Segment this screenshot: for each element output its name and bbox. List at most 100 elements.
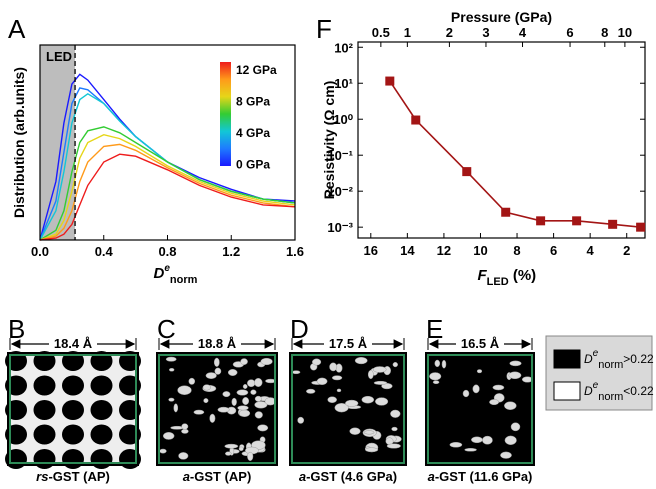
structure-blob bbox=[306, 388, 316, 394]
data-point bbox=[462, 167, 472, 177]
series-line bbox=[39, 73, 296, 241]
structure-blob bbox=[372, 366, 387, 373]
structure-blob bbox=[386, 443, 401, 449]
structure-blob bbox=[168, 397, 175, 402]
x-tick-label: 0.8 bbox=[158, 244, 176, 259]
structure-blob bbox=[222, 391, 231, 398]
structure-caption: a-GST (AP) bbox=[183, 469, 252, 484]
x-tick-label: 2 bbox=[623, 243, 630, 258]
structure-blob bbox=[227, 369, 238, 376]
x-axis-label-part: D bbox=[154, 265, 165, 282]
width-label-bg bbox=[193, 335, 241, 351]
structure-caption-part: a bbox=[299, 469, 306, 484]
x-axis-label-part: F bbox=[478, 267, 488, 284]
structure-blob bbox=[471, 436, 483, 444]
structure-caption-part: a bbox=[428, 469, 435, 484]
structure-blob bbox=[367, 369, 374, 380]
structure-blob bbox=[361, 395, 375, 404]
structure-blob bbox=[449, 442, 463, 448]
data-point bbox=[608, 219, 618, 229]
y-tick-label: 10⁻² bbox=[327, 184, 353, 199]
structure-border bbox=[291, 354, 405, 464]
series-line bbox=[39, 126, 296, 241]
legend-label-part: norm bbox=[598, 359, 623, 371]
width-label: 17.5 Å bbox=[329, 336, 368, 351]
structure-void bbox=[5, 375, 27, 396]
width-label-bg bbox=[324, 335, 372, 351]
legend-label-part: >0.22 bbox=[623, 352, 654, 366]
structure-blob bbox=[336, 388, 342, 393]
structure-blob bbox=[349, 427, 361, 435]
structure-void bbox=[119, 449, 141, 469]
legend-swatch bbox=[553, 349, 581, 369]
series-line bbox=[39, 143, 296, 241]
structure-void bbox=[62, 400, 84, 420]
series-line bbox=[39, 133, 296, 241]
y-tick-label: 10¹ bbox=[334, 76, 353, 91]
structure-blob bbox=[391, 426, 398, 432]
y-tick-label: 10² bbox=[334, 40, 353, 55]
structure-blob bbox=[188, 377, 196, 385]
structure-blob bbox=[365, 447, 379, 453]
structure-blob bbox=[225, 451, 232, 456]
panel-label: C bbox=[157, 314, 176, 344]
structure-blob bbox=[373, 380, 388, 385]
x-tick-label: 0.4 bbox=[95, 244, 114, 259]
structure-void bbox=[33, 449, 56, 469]
structure-caption-part: rs bbox=[36, 469, 48, 484]
structure-blob bbox=[297, 416, 305, 424]
y-tick-label: 10⁰ bbox=[333, 112, 353, 127]
structure-border bbox=[427, 354, 533, 464]
panel-label: F bbox=[316, 14, 332, 44]
x-axis-label-part: (%) bbox=[509, 267, 537, 284]
structure-blob bbox=[390, 409, 401, 418]
structure-void bbox=[119, 400, 141, 420]
structure-blob bbox=[509, 360, 522, 367]
structure-blob bbox=[462, 389, 470, 398]
structure-blob bbox=[177, 385, 192, 395]
structure-blob bbox=[217, 406, 230, 413]
series-line bbox=[389, 80, 641, 228]
structure-caption-part: -GST (AP) bbox=[190, 469, 251, 484]
y-axis-label: Distribution (arb.units) bbox=[11, 67, 27, 218]
x2-tick-label: 4 bbox=[519, 25, 527, 40]
structure-blob bbox=[205, 372, 217, 379]
plot-frame bbox=[357, 41, 646, 239]
x2-tick-label: 0.5 bbox=[372, 25, 390, 40]
structure-blob bbox=[231, 397, 237, 406]
structure-blob bbox=[489, 399, 500, 406]
structure-blob bbox=[240, 358, 248, 365]
structure-blob bbox=[392, 362, 398, 368]
data-point bbox=[411, 115, 421, 125]
structure-caption: a-GST (11.6 GPa) bbox=[428, 469, 533, 484]
structure-border bbox=[9, 354, 137, 464]
structure-blob bbox=[434, 359, 441, 368]
legend-label: Denorm>0.22 bbox=[584, 348, 654, 371]
structure-void bbox=[5, 424, 27, 445]
data-point bbox=[385, 76, 395, 86]
legend-label-part: e bbox=[593, 380, 599, 391]
structure-caption-part: -GST (AP) bbox=[48, 469, 109, 484]
structure-void bbox=[90, 375, 113, 396]
structure-blob bbox=[162, 432, 175, 440]
structure-blob bbox=[327, 396, 337, 403]
x-tick-label: 10 bbox=[473, 243, 487, 258]
structure-void bbox=[62, 449, 84, 469]
structure-blob bbox=[312, 358, 322, 366]
structure-blob bbox=[236, 389, 249, 396]
structure-void bbox=[62, 375, 84, 396]
structure-blob bbox=[316, 377, 328, 385]
panel-label: E bbox=[426, 314, 443, 344]
x-tick-label: 6 bbox=[550, 243, 557, 258]
structure-blob bbox=[334, 403, 349, 413]
structure-blob bbox=[441, 359, 447, 369]
structure-blob bbox=[254, 411, 263, 419]
structure-blob bbox=[250, 389, 257, 395]
legend-label-part: norm bbox=[598, 391, 623, 403]
structure-blob bbox=[159, 448, 167, 454]
structure-blob bbox=[504, 401, 517, 410]
shaded-region bbox=[40, 45, 76, 240]
colorbar-label: 12 GPa bbox=[236, 63, 277, 77]
x2-tick-label: 1 bbox=[404, 25, 411, 40]
x-tick-label: 14 bbox=[400, 243, 415, 258]
